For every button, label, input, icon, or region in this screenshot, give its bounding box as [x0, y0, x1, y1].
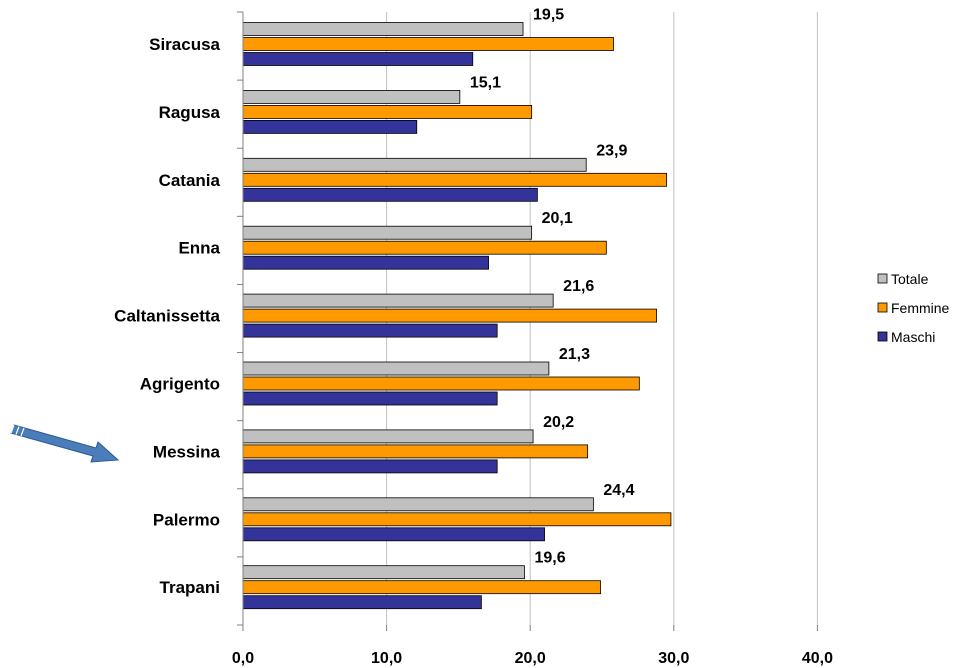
bar-femmine [242, 240, 607, 255]
data-label: 20,2 [543, 414, 574, 431]
bar-maschi [242, 527, 545, 542]
bar-maschi [242, 187, 538, 202]
bar-maschi [242, 255, 489, 270]
bar-femmine [242, 512, 672, 527]
x-tick-labels: 0,0 10,0 20,0 30,0 40,0 [232, 650, 833, 667]
legend-label-femmine: Femmine [891, 300, 950, 316]
x-tick-label: 30,0 [658, 650, 689, 667]
arrow-shape [10, 424, 120, 463]
category-label: Siracusa [149, 35, 220, 54]
bar-totale [242, 429, 534, 444]
bar-totale [242, 157, 587, 172]
arrow-tail-stripe [20, 427, 25, 437]
bar-totale [242, 90, 461, 104]
x-tick-label: 10,0 [371, 650, 402, 667]
bar-maschi [242, 52, 474, 66]
bar-maschi [242, 595, 482, 610]
bar-totale [242, 22, 524, 36]
category-label: Agrigento [140, 375, 220, 394]
category-label: Enna [178, 239, 220, 258]
bar-femmine [242, 580, 601, 595]
data-label: 21,3 [559, 346, 590, 363]
bar-totale [242, 225, 533, 240]
bar-femmine [242, 37, 614, 51]
data-label: 23,9 [596, 142, 627, 159]
data-label: 24,4 [603, 482, 634, 499]
x-tick-label: 20,0 [515, 650, 546, 667]
legend-swatch-maschi [877, 331, 888, 342]
bar-maschi [242, 459, 498, 474]
data-labels: 19,5 15,1 23,9 20,1 21,6 21,3 20,2 24,4 19,6 [470, 7, 635, 567]
legend-swatch-femmine [877, 302, 888, 313]
arrow-tail-stripe [10, 424, 15, 434]
bar-femmine [242, 308, 657, 323]
data-label: 15,1 [470, 74, 501, 91]
legend: Totale Femmine Maschi [877, 271, 950, 345]
data-label: 20,1 [542, 210, 573, 227]
category-labels: Siracusa Ragusa Catania Enna Caltanissetta Ag… [114, 35, 220, 597]
arrow-tail-stripe [15, 426, 20, 435]
bar-totale [242, 361, 550, 376]
y-axis [237, 11, 818, 631]
category-label: Trapani [160, 578, 220, 597]
bar-maschi [242, 120, 418, 134]
x-tick-label: 0,0 [232, 650, 254, 667]
category-label: Messina [153, 442, 221, 461]
category-label: Ragusa [159, 103, 221, 122]
category-label: Palermo [153, 510, 220, 529]
highlight-arrow-icon [10, 424, 120, 463]
bar-maschi [242, 323, 498, 338]
data-label: 19,5 [533, 7, 564, 24]
bar-totale [242, 497, 594, 512]
bar-maschi [242, 391, 498, 406]
bar-totale [242, 565, 525, 580]
data-label: 21,6 [563, 278, 594, 295]
legend-label-totale: Totale [891, 271, 929, 287]
bar-femmine [242, 172, 668, 187]
x-tick-label: 40,0 [802, 650, 833, 667]
bar-totale [242, 293, 554, 308]
legend-label-maschi: Maschi [891, 329, 935, 345]
category-label: Caltanissetta [114, 307, 220, 326]
bars [242, 22, 672, 610]
bar-femmine [242, 105, 533, 119]
bar-femmine [242, 444, 589, 459]
legend-swatch-totale [877, 273, 888, 284]
category-label: Catania [159, 171, 221, 190]
data-label: 19,6 [534, 550, 565, 567]
bar-femmine [242, 376, 640, 391]
